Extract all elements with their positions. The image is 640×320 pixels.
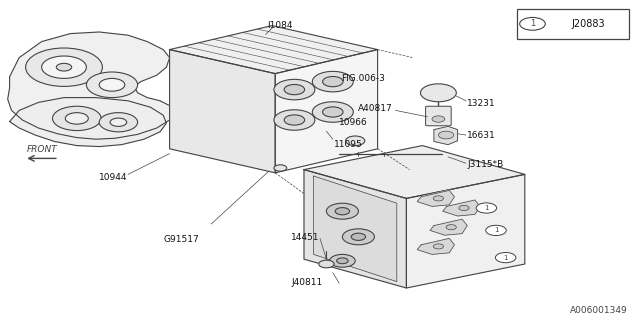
Circle shape [323, 76, 343, 87]
Text: 1: 1 [484, 205, 489, 211]
Text: 1: 1 [493, 228, 499, 233]
Polygon shape [443, 200, 480, 216]
Circle shape [433, 196, 444, 201]
Polygon shape [10, 98, 166, 147]
Circle shape [346, 136, 365, 146]
Polygon shape [304, 146, 525, 198]
Circle shape [335, 208, 349, 215]
Circle shape [459, 205, 469, 211]
Circle shape [433, 244, 444, 249]
FancyBboxPatch shape [426, 106, 451, 126]
Circle shape [312, 71, 353, 92]
Text: 16631: 16631 [467, 131, 496, 140]
Text: FRONT: FRONT [27, 145, 58, 154]
Circle shape [274, 110, 315, 130]
Circle shape [312, 102, 353, 122]
Polygon shape [8, 32, 173, 139]
Circle shape [110, 118, 127, 126]
Text: 10966: 10966 [339, 118, 368, 127]
Circle shape [26, 48, 102, 86]
Circle shape [52, 106, 101, 131]
Polygon shape [417, 190, 454, 206]
Circle shape [420, 84, 456, 102]
Text: J20883: J20883 [572, 19, 605, 29]
Text: I1084: I1084 [268, 21, 293, 30]
Circle shape [446, 225, 456, 230]
Text: FIG.006-3: FIG.006-3 [341, 74, 385, 83]
Polygon shape [170, 50, 275, 173]
Circle shape [319, 260, 334, 268]
Circle shape [284, 84, 305, 95]
Circle shape [274, 165, 287, 171]
Circle shape [99, 113, 138, 132]
Circle shape [337, 258, 348, 264]
Text: 14451: 14451 [291, 233, 320, 242]
Bar [517, 9, 629, 39]
Circle shape [284, 115, 305, 125]
Polygon shape [417, 238, 454, 254]
Circle shape [42, 56, 86, 78]
Circle shape [56, 63, 72, 71]
Circle shape [274, 79, 315, 100]
Text: J3115*B: J3115*B [467, 160, 504, 169]
Polygon shape [430, 219, 467, 235]
Circle shape [342, 229, 374, 245]
Text: 11095: 11095 [334, 140, 363, 148]
Circle shape [520, 18, 545, 30]
Circle shape [351, 233, 365, 240]
Text: J40811: J40811 [291, 278, 323, 287]
Polygon shape [434, 126, 458, 145]
Circle shape [86, 72, 138, 98]
Circle shape [65, 113, 88, 124]
Circle shape [99, 78, 125, 91]
Circle shape [486, 225, 506, 236]
Text: 1: 1 [530, 19, 535, 28]
Polygon shape [275, 50, 378, 173]
Circle shape [326, 203, 358, 219]
Text: A006001349: A006001349 [570, 306, 627, 315]
Circle shape [476, 203, 497, 213]
Polygon shape [406, 174, 525, 288]
Polygon shape [304, 170, 406, 288]
Polygon shape [170, 26, 378, 74]
Text: G91517: G91517 [163, 235, 199, 244]
Text: 13231: 13231 [467, 99, 496, 108]
Circle shape [432, 116, 445, 122]
Circle shape [495, 252, 516, 263]
Text: 10944: 10944 [99, 173, 128, 182]
Circle shape [323, 107, 343, 117]
Text: A40817: A40817 [358, 104, 393, 113]
Circle shape [330, 254, 355, 267]
Circle shape [438, 131, 454, 139]
Polygon shape [314, 176, 397, 282]
Text: 1: 1 [503, 255, 508, 260]
